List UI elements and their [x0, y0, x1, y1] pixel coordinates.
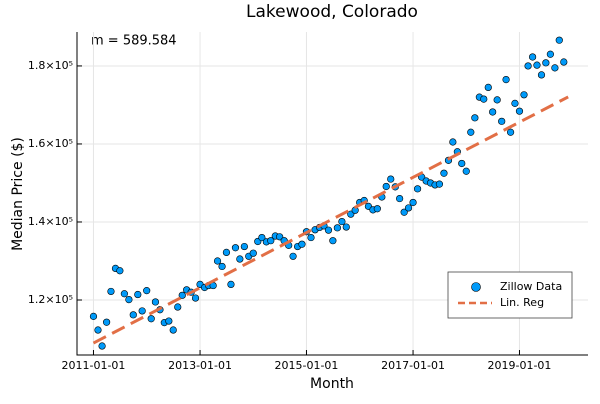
point [506, 128, 515, 136]
point [435, 180, 444, 188]
point [404, 204, 413, 212]
point [289, 252, 297, 260]
point [489, 108, 497, 116]
point [324, 226, 333, 234]
point [555, 36, 563, 44]
point [276, 233, 284, 241]
y-axis-label: Median Price ($) [10, 137, 26, 251]
point [333, 224, 341, 232]
x-tick-label: 2015-01-01 [275, 359, 339, 372]
point [515, 107, 524, 115]
point [480, 95, 488, 103]
point [551, 64, 559, 72]
point [449, 138, 457, 146]
point [249, 249, 257, 257]
point [520, 91, 528, 99]
point [178, 291, 186, 299]
point [102, 318, 111, 326]
point [147, 315, 155, 323]
point [373, 205, 381, 213]
point [134, 290, 142, 299]
point [338, 217, 346, 226]
point [298, 240, 306, 248]
point [533, 61, 541, 69]
point [387, 175, 395, 183]
y-tick-label: 1.6×10⁵ [28, 137, 73, 150]
point [511, 99, 519, 107]
point [94, 326, 102, 334]
point [471, 114, 479, 122]
x-tick-label: 2013-01-01 [168, 359, 232, 372]
point [169, 326, 177, 334]
axes [76, 32, 588, 356]
point [493, 96, 501, 104]
point [440, 169, 448, 177]
point [231, 244, 240, 252]
point [129, 311, 137, 319]
point [382, 182, 390, 191]
point [498, 117, 506, 125]
point [143, 287, 151, 295]
point [502, 75, 510, 84]
y-tick-label: 1.2×10⁵ [28, 293, 73, 306]
point [267, 237, 275, 245]
legend-label: Zillow Data [500, 280, 562, 293]
x-axis-label: Month [310, 376, 354, 392]
point [542, 59, 550, 67]
x-tick-label: 2017-01-01 [381, 359, 445, 372]
x-tick-label: 2011-01-01 [62, 359, 126, 372]
point [191, 294, 200, 302]
chart-title: Lakewood, Colorado [246, 2, 418, 22]
annotation: m = 589.584 [91, 34, 177, 49]
point [120, 290, 128, 298]
point [524, 62, 532, 70]
point [89, 312, 98, 320]
point [484, 83, 492, 91]
point [236, 255, 244, 263]
point [462, 167, 470, 175]
point [151, 298, 160, 306]
point [413, 185, 422, 193]
point [125, 296, 133, 304]
point [537, 71, 546, 79]
point [467, 128, 475, 136]
point [107, 287, 115, 296]
point [213, 257, 222, 265]
point [218, 262, 226, 271]
point [560, 58, 568, 66]
point [329, 237, 337, 245]
legend-marker [471, 282, 481, 292]
y-tick-label: 1.4×10⁵ [28, 215, 73, 228]
point [546, 50, 554, 58]
point [400, 208, 408, 216]
point [258, 233, 266, 242]
point [222, 248, 231, 257]
point [174, 303, 182, 311]
point [98, 342, 106, 350]
x-tick-label: 2019-01-01 [488, 359, 552, 372]
point [138, 307, 146, 315]
point [528, 53, 537, 61]
y-tick-label: 1.8×10⁵ [28, 59, 73, 72]
point [227, 280, 235, 288]
point [240, 242, 248, 251]
point [116, 267, 124, 275]
legend-label: Lin. Reg [500, 296, 544, 309]
point [307, 233, 315, 242]
point [458, 159, 466, 168]
regression-line [92, 95, 569, 345]
point [342, 223, 350, 231]
legend-box [447, 271, 573, 319]
point [396, 194, 404, 203]
point [409, 198, 417, 207]
point [165, 317, 173, 325]
